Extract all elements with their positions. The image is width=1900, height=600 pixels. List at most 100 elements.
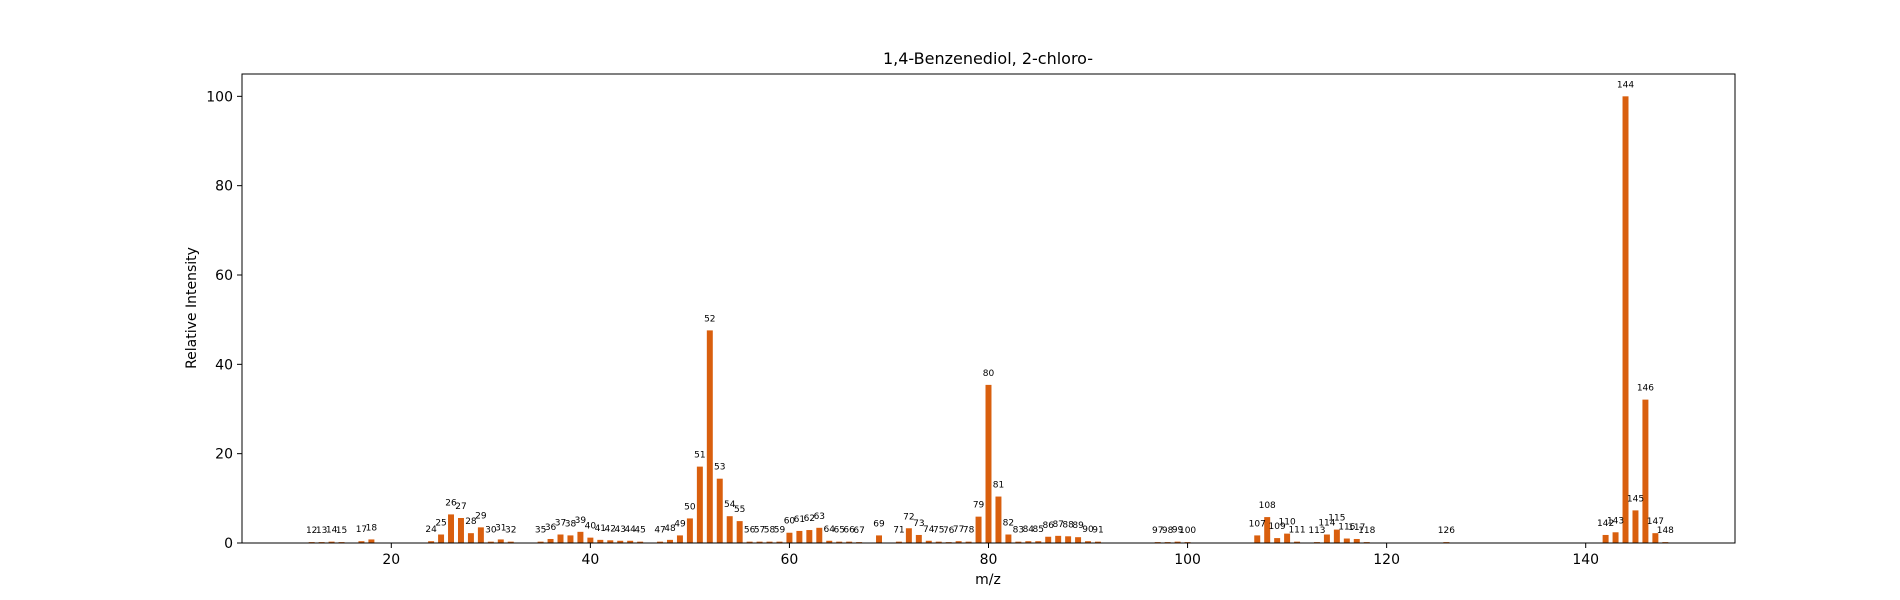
bar-mz-45 (637, 541, 644, 543)
bar-label-mz-90: 90 (1082, 525, 1094, 535)
bar-label-mz-59: 59 (774, 526, 786, 536)
bar-label-mz-83: 83 (1013, 526, 1024, 536)
bar-mz-107 (1254, 535, 1261, 543)
bar-mz-52 (706, 330, 713, 543)
bar-mz-81 (995, 496, 1002, 543)
bar-mz-79 (975, 516, 982, 543)
x-tick-label: 80 (980, 552, 998, 568)
bar-label-mz-113: 113 (1308, 526, 1325, 536)
bar-label-mz-24: 24 (425, 525, 437, 535)
bar-mz-24 (428, 541, 435, 543)
bar-label-mz-126: 126 (1438, 526, 1455, 536)
bar-mz-78 (965, 541, 972, 543)
bar-mz-56 (746, 541, 753, 543)
bar-label-mz-29: 29 (475, 511, 487, 521)
bar-label-mz-13: 13 (316, 526, 327, 536)
bar-label-mz-35: 35 (535, 526, 546, 536)
bar-series (308, 96, 1669, 543)
bar-label-mz-55: 55 (734, 505, 745, 515)
bar-label-mz-51: 51 (694, 451, 705, 461)
bar-label-mz-42: 42 (605, 524, 616, 534)
bar-mz-71 (895, 541, 902, 543)
bar-mz-36 (547, 538, 554, 543)
x-tick-label: 40 (581, 552, 599, 568)
bar-mz-142 (1602, 534, 1609, 543)
bar-mz-41 (597, 539, 604, 543)
bar-label-mz-49: 49 (674, 519, 686, 529)
bar-mz-14 (328, 541, 335, 543)
bar-label-mz-116: 116 (1338, 523, 1355, 533)
bar-mz-30 (487, 541, 494, 543)
bar-label-mz-36: 36 (545, 523, 557, 533)
bar-label-mz-84: 84 (1023, 525, 1035, 535)
bar-mz-85 (1035, 541, 1042, 543)
bar-label-mz-100: 100 (1179, 526, 1196, 536)
bar-mz-144 (1622, 96, 1629, 543)
bar-label-mz-69: 69 (873, 519, 885, 529)
bar-mz-47 (657, 541, 664, 543)
bar-label-mz-17: 17 (356, 525, 367, 535)
bar-mz-35 (537, 541, 544, 543)
bar-label-mz-144: 144 (1617, 80, 1634, 90)
bar-mz-48 (667, 539, 673, 543)
plot-frame (241, 73, 1736, 544)
bar-label-mz-12: 12 (306, 526, 317, 536)
bar-label-mz-142: 142 (1597, 519, 1614, 529)
bar-mz-89 (1075, 537, 1082, 543)
bar-mz-38 (567, 535, 574, 543)
bar-label-mz-63: 63 (814, 512, 825, 522)
bar-label-mz-89: 89 (1072, 521, 1084, 531)
bar-label-mz-45: 45 (634, 526, 645, 536)
bar-label-mz-53: 53 (714, 463, 725, 473)
bar-label-mz-109: 109 (1269, 522, 1286, 532)
bar-mz-42 (607, 540, 614, 543)
bar-label-mz-15: 15 (336, 526, 347, 536)
bar-mz-53 (716, 478, 723, 543)
y-axis-ticks: 0 20 40 60 80 100 (206, 89, 242, 552)
bar-mz-62 (806, 530, 813, 543)
bar-label-mz-54: 54 (724, 500, 736, 510)
bar-mz-83 (1015, 541, 1022, 543)
bar-mz-73 (915, 534, 922, 543)
bar-label-mz-41: 41 (595, 524, 606, 534)
bar-label-mz-147: 147 (1647, 517, 1664, 527)
bar-mz-146 (1642, 399, 1649, 543)
bar-mz-82 (1005, 534, 1012, 543)
bar-label-mz-148: 148 (1657, 526, 1674, 536)
chart-title: 1,4-Benzenediol, 2-chloro- (883, 49, 1093, 68)
bar-mz-115 (1333, 529, 1340, 543)
bar-mz-88 (1065, 536, 1072, 543)
bar-mz-72 (905, 528, 912, 543)
bar-label-mz-57: 57 (754, 526, 765, 536)
x-axis-ticks: 20 40 60 80 100 120 140 (382, 543, 1599, 568)
bar-mz-51 (696, 466, 703, 543)
bar-label-mz-18: 18 (366, 523, 378, 533)
bar-mz-29 (477, 527, 484, 543)
bar-label-mz-48: 48 (664, 524, 676, 534)
bar-label-mz-52: 52 (704, 314, 715, 324)
bar-label-mz-39: 39 (575, 516, 587, 526)
bar-mz-74 (925, 540, 932, 543)
bar-mz-84 (1025, 541, 1032, 543)
bar-label-mz-86: 86 (1042, 521, 1054, 531)
bar-mz-63 (816, 527, 823, 543)
bar-label-mz-61: 61 (794, 515, 805, 525)
bar-mz-32 (507, 541, 514, 543)
bar-label-mz-28: 28 (465, 517, 477, 527)
bar-label-mz-26: 26 (445, 498, 457, 508)
x-axis-label: m/z (975, 572, 1001, 588)
bar-label-mz-111: 111 (1288, 526, 1305, 536)
bar-mz-116 (1343, 538, 1350, 543)
bar-mz-18 (368, 539, 375, 543)
bar-mz-58 (766, 541, 773, 543)
bar-label-mz-25: 25 (435, 519, 446, 529)
bar-label-mz-37: 37 (555, 519, 566, 529)
bar-label-mz-65: 65 (833, 526, 844, 536)
bar-label-mz-115: 115 (1328, 514, 1345, 524)
bar-label-mz-91: 91 (1092, 526, 1103, 536)
bar-mz-49 (676, 535, 683, 543)
bar-label-mz-82: 82 (1003, 519, 1014, 529)
bar-mz-80 (985, 384, 992, 543)
bar-label-mz-81: 81 (993, 481, 1004, 491)
y-tick-label: 100 (206, 89, 233, 105)
